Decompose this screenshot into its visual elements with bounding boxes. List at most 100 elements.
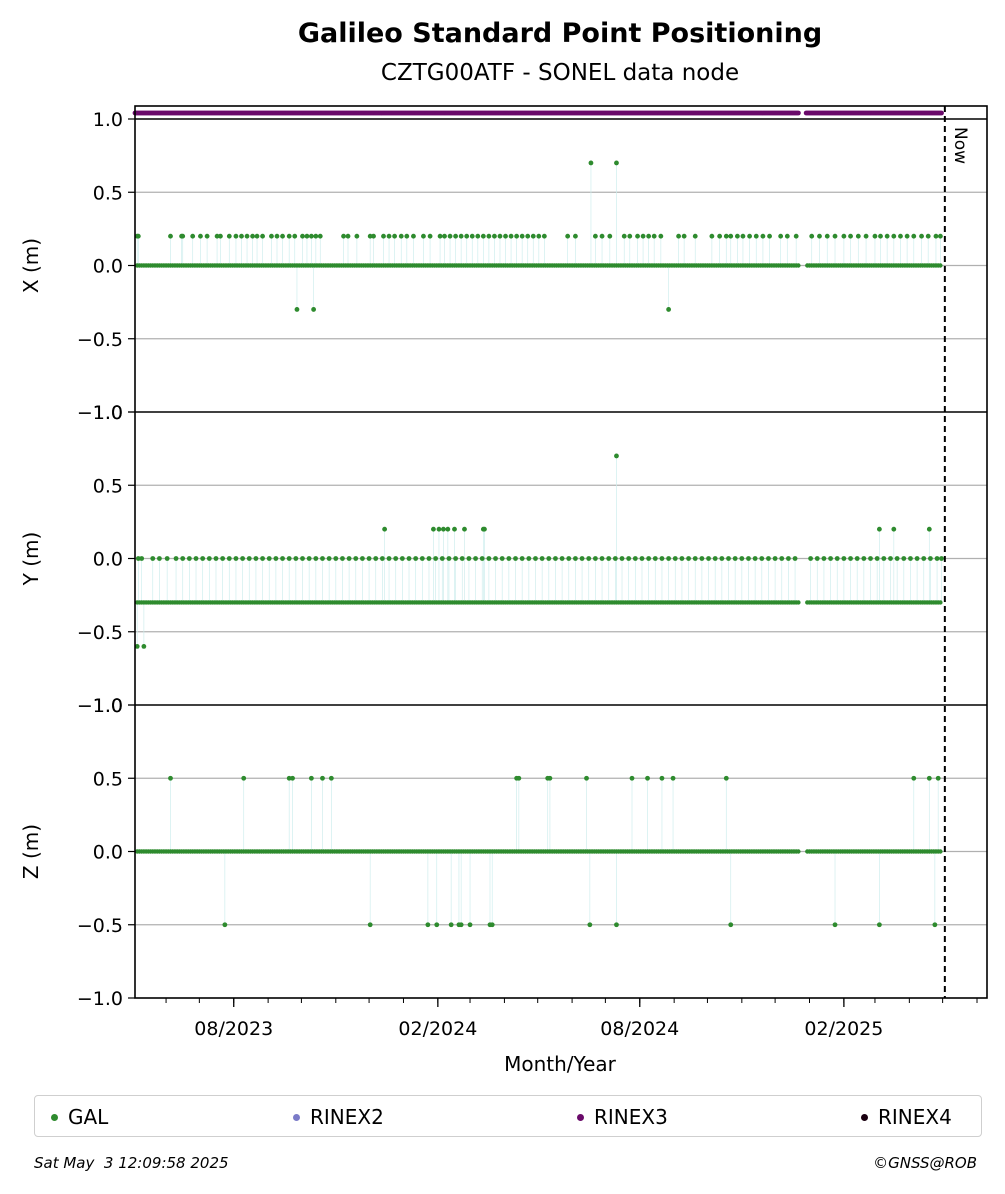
data-point	[786, 556, 791, 561]
data-point	[599, 556, 605, 561]
data-point	[606, 556, 612, 561]
x-tick-label: 02/2024	[398, 1018, 477, 1040]
data-point	[503, 233, 508, 239]
data-point	[311, 307, 317, 312]
legend-rinex3-marker	[577, 1113, 584, 1121]
data-point	[614, 922, 619, 928]
data-point	[220, 556, 226, 561]
data-point	[386, 233, 392, 239]
data-point	[135, 233, 141, 239]
data-point	[809, 233, 815, 239]
data-point	[646, 233, 652, 239]
data-point	[635, 233, 640, 239]
y-tick-label: −0.5	[77, 329, 123, 351]
data-point	[679, 556, 685, 561]
data-point	[686, 556, 691, 561]
data-point	[308, 233, 314, 239]
data-point	[218, 233, 223, 239]
legend-rinex4-marker	[861, 1113, 868, 1121]
data-point	[206, 556, 212, 561]
data-point	[723, 233, 729, 239]
data-point	[925, 233, 931, 239]
data-point	[452, 526, 457, 532]
data-point	[475, 233, 481, 239]
data-point	[269, 233, 274, 239]
data-point	[938, 849, 943, 854]
legend-item-rinex4: RINEX4	[861, 1096, 952, 1138]
y-tick-label: 1.0	[93, 695, 123, 717]
data-point	[808, 556, 814, 561]
data-point	[373, 556, 379, 561]
data-point	[168, 233, 173, 239]
data-point	[453, 233, 459, 239]
data-point	[328, 775, 334, 781]
data-point	[399, 556, 405, 561]
data-point	[266, 556, 272, 561]
data-point	[934, 556, 940, 561]
data-point	[821, 556, 827, 561]
data-point	[796, 263, 801, 268]
data-point	[752, 556, 758, 561]
data-point	[341, 233, 346, 239]
data-point	[433, 556, 439, 561]
data-point	[313, 556, 319, 561]
data-point	[732, 556, 738, 561]
data-point	[492, 233, 497, 239]
data-point	[360, 556, 365, 561]
panel-x-points	[134, 160, 943, 312]
data-point	[150, 556, 156, 561]
data-point	[932, 922, 938, 928]
panel-y: −1.0 −0.5 0.0 0.5 1.0 Y (m)	[19, 402, 987, 717]
data-point	[817, 233, 822, 239]
axes-frame	[134, 105, 988, 999]
rinex3-point	[939, 110, 944, 116]
data-point	[482, 526, 487, 532]
y-tick-label: 0.5	[93, 768, 123, 790]
data-point	[935, 775, 941, 781]
data-point	[926, 526, 932, 532]
data-point	[717, 233, 723, 239]
data-point	[479, 556, 485, 561]
data-point	[326, 556, 332, 561]
data-point	[241, 775, 247, 781]
data-point	[300, 556, 305, 561]
data-point	[366, 556, 372, 561]
data-point	[911, 775, 917, 781]
data-point	[726, 556, 731, 561]
data-point	[354, 233, 360, 239]
data-point	[739, 556, 745, 561]
data-point	[938, 263, 943, 268]
data-point	[876, 526, 882, 532]
data-point	[747, 233, 752, 239]
legend-rinex2-marker	[293, 1113, 300, 1121]
data-point	[253, 556, 259, 561]
data-point	[135, 556, 141, 561]
data-point	[639, 556, 645, 561]
data-point	[293, 556, 299, 561]
y-tick-label: 1.0	[93, 109, 123, 131]
data-point	[753, 233, 759, 239]
data-point	[709, 233, 715, 239]
data-point	[619, 556, 625, 561]
data-point	[652, 556, 658, 561]
data-point	[246, 556, 252, 561]
data-point	[651, 233, 657, 239]
y-tick-label: −0.5	[77, 622, 123, 644]
panel-y-ylabel: Y (m)	[19, 532, 43, 587]
data-point	[933, 233, 939, 239]
data-point	[659, 556, 665, 561]
data-point	[621, 233, 627, 239]
data-point	[514, 233, 520, 239]
data-point	[792, 556, 798, 561]
data-point	[367, 233, 373, 239]
data-point	[273, 556, 279, 561]
data-point	[442, 233, 447, 239]
data-point	[904, 233, 910, 239]
data-point	[672, 556, 678, 561]
data-point	[497, 233, 503, 239]
data-point	[168, 775, 173, 781]
data-point	[280, 233, 285, 239]
data-point	[938, 233, 943, 239]
legend-gal-marker	[51, 1113, 58, 1121]
data-point	[516, 775, 522, 781]
